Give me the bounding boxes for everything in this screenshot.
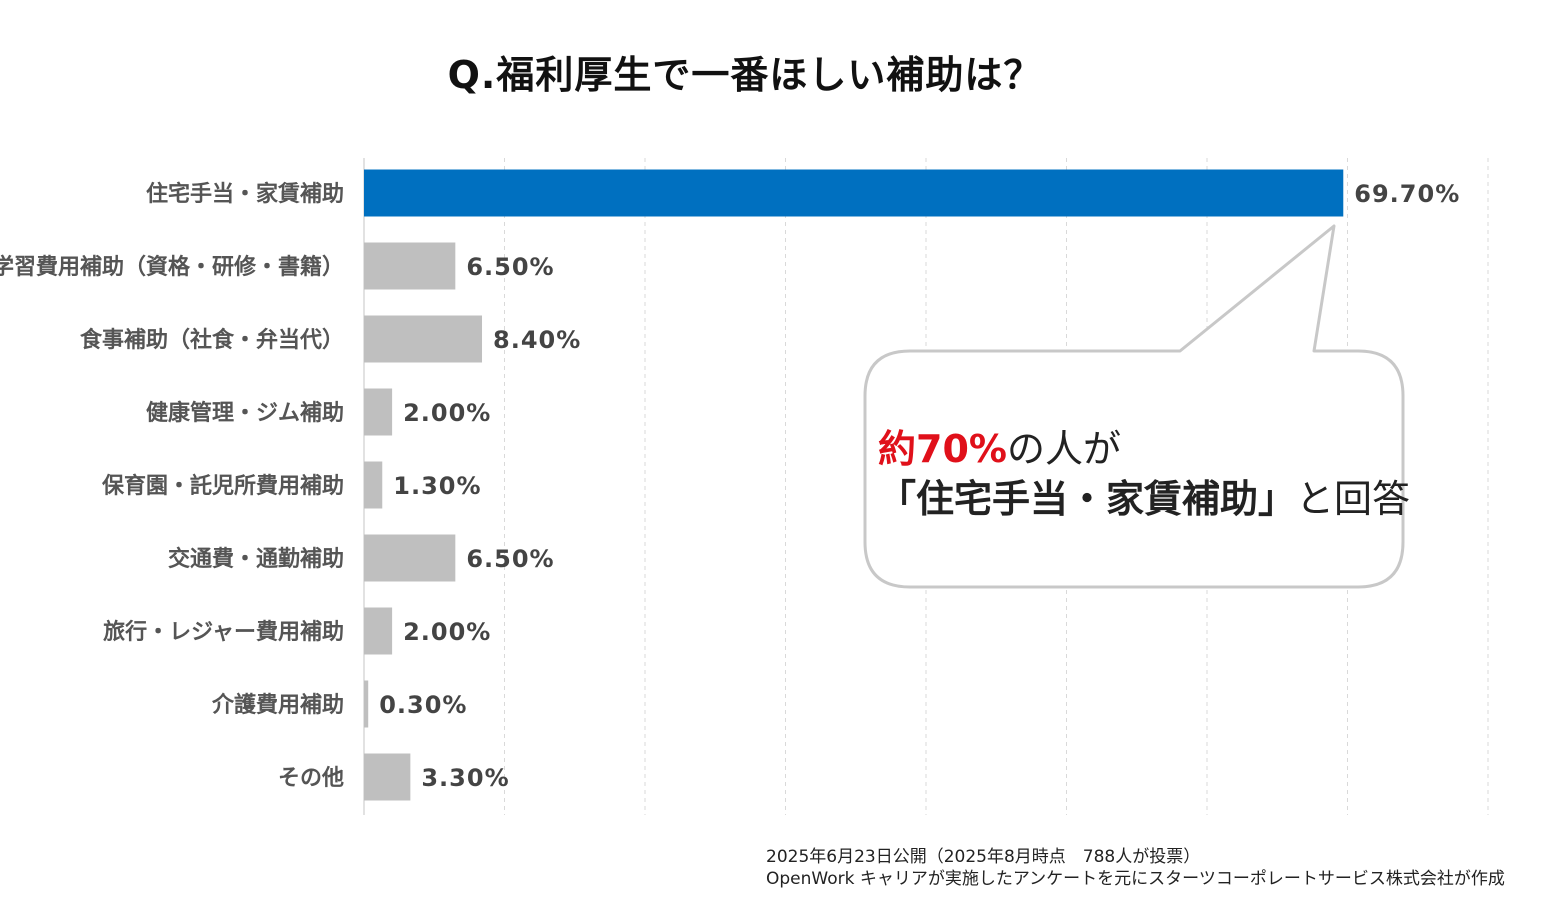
category-label: 学習費用補助（資格・研修・書籍） bbox=[0, 254, 344, 280]
bars bbox=[364, 169, 1344, 801]
category-label: 交通費・通勤補助 bbox=[168, 546, 344, 572]
footnote: 2025年6月23日公開（2025年8月時点 788人が投票） OpenWork… bbox=[766, 846, 1505, 890]
footnote-line2: OpenWork キャリアが実施したアンケートを元にスターツコーポレートサービス… bbox=[766, 869, 1505, 889]
callout-line2: 「住宅手当・家賃補助」 bbox=[878, 477, 1297, 521]
footnote-line1: 2025年6月23日公開（2025年8月時点 788人が投票） bbox=[766, 847, 1201, 867]
bar bbox=[364, 169, 1344, 217]
bar bbox=[364, 461, 383, 509]
callout-highlight: 約70% bbox=[878, 427, 1007, 471]
callout-bubble bbox=[863, 224, 1405, 589]
bar bbox=[364, 753, 411, 801]
value-label: 8.40% bbox=[493, 326, 581, 354]
value-label: 3.30% bbox=[421, 764, 509, 792]
category-label: 旅行・レジャー費用補助 bbox=[103, 619, 344, 645]
category-label: 住宅手当・家賃補助 bbox=[146, 181, 344, 207]
callout-line1: の人が bbox=[1006, 427, 1121, 471]
value-label: 2.00% bbox=[403, 618, 491, 646]
chart-title: Q.福利厚生で一番ほしい補助は？ bbox=[447, 53, 1043, 97]
category-label: その他 bbox=[278, 766, 344, 791]
category-label: 健康管理・ジム補助 bbox=[146, 400, 344, 426]
category-label: 保育園・託児所費用補助 bbox=[101, 473, 344, 499]
bar bbox=[364, 388, 393, 436]
value-label: 69.70% bbox=[1354, 180, 1460, 208]
bar bbox=[364, 607, 393, 655]
bar bbox=[364, 680, 369, 728]
value-label: 0.30% bbox=[379, 691, 467, 719]
value-label: 6.50% bbox=[466, 545, 554, 573]
value-label: 6.50% bbox=[466, 253, 554, 281]
category-label: 食事補助（社食・弁当代） bbox=[80, 327, 344, 353]
value-label: 2.00% bbox=[403, 399, 491, 427]
callout-text: 約70%の人が 「住宅手当・家賃補助」と回答 bbox=[878, 424, 1410, 524]
bar bbox=[364, 242, 456, 290]
value-labels: 69.70% 6.50% 8.40% 2.00% 1.30% 6.50% 2.00% 0.30… bbox=[379, 180, 1460, 792]
bar bbox=[364, 534, 456, 582]
value-label: 1.30% bbox=[393, 472, 481, 500]
callout-line2-tail: と回答 bbox=[1296, 477, 1411, 521]
bar bbox=[364, 315, 483, 363]
category-label: 介護費用補助 bbox=[211, 692, 344, 718]
